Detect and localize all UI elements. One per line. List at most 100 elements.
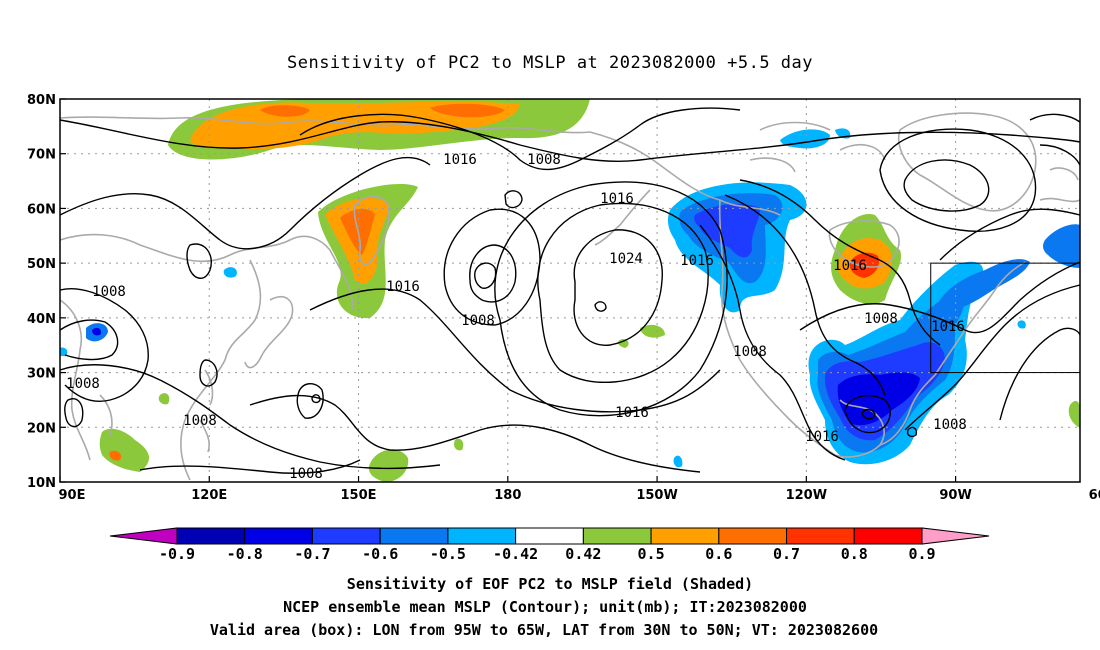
mslp-contours <box>59 107 1081 474</box>
coast-kamchatka <box>353 195 390 266</box>
lat-tick-label: 30N <box>27 367 56 382</box>
contour-atlantic-high <box>999 327 1081 421</box>
map-frame <box>59 98 1081 483</box>
coast-japan <box>244 296 294 369</box>
shade-labrador-blue <box>937 259 1030 312</box>
shade-arctic-dark-orange <box>260 103 505 118</box>
contour-label: 1016 <box>931 319 965 335</box>
contour-alaska-lobe <box>504 190 523 209</box>
contour-na-1016-east <box>799 261 1081 334</box>
colorbar-swatch <box>379 527 449 545</box>
lat-tick-label: 40N <box>27 312 56 327</box>
caption-valid-area: Valid area (box): LON from 95W to 65W, L… <box>210 621 878 639</box>
shade-india-navy <box>92 327 102 336</box>
lat-tick-label: 70N <box>27 148 56 163</box>
contour-asia-1008 <box>59 288 149 402</box>
contour-west-small-low-inner <box>311 394 321 404</box>
colorbar-label: 0.42 <box>565 545 601 563</box>
shade-westedge-blue <box>60 347 68 356</box>
contour-labels: 1016 1008 1016 1008 1016 1024 1016 1016 … <box>66 152 967 482</box>
contour-label: 1008 <box>864 311 898 327</box>
contour-high-pacific-inner <box>573 229 663 346</box>
contour-label: 1008 <box>92 284 126 300</box>
colorbar-min-arrow <box>109 527 178 545</box>
colorbar-label: -0.5 <box>430 545 466 563</box>
map-panel: 1016 1008 1016 1008 1016 1024 1016 1016 … <box>27 93 1100 503</box>
colorbar-label: -0.6 <box>362 545 398 563</box>
negative-sensitivity-shading <box>60 128 1080 468</box>
colorbar-label: -0.42 <box>493 545 538 563</box>
shade-southeast-asia-green <box>99 428 150 472</box>
lat-tick-label: 20N <box>27 421 56 436</box>
colorbar-label: 0.6 <box>705 545 732 563</box>
lon-tick-label: 120W <box>786 488 827 503</box>
contour-label: 1024 <box>609 251 643 267</box>
contour-label: 1008 <box>933 417 967 433</box>
coast-philippines <box>199 369 214 453</box>
shade-alaska-deep-blue <box>694 204 760 258</box>
contour-sea-lobe <box>199 359 218 387</box>
lon-tick-label: 150E <box>341 488 377 503</box>
contour-asia-monsoon <box>59 364 441 470</box>
coast-asia-east <box>59 233 354 481</box>
lon-tick-label: 90W <box>939 488 971 503</box>
contour-na-trough-3 <box>739 179 941 346</box>
contour-label: 1008 <box>289 466 323 482</box>
coast-india <box>59 299 113 461</box>
contour-low-bering-ring <box>474 262 497 289</box>
contour-label: 1016 <box>600 191 634 207</box>
colorbar-max-arrow <box>921 527 990 545</box>
lat-tick-label: 10N <box>27 476 56 491</box>
colorbar-swatch <box>786 527 855 545</box>
colorbar-swatch <box>515 527 584 545</box>
contour-greenland-outer <box>879 128 1037 232</box>
contour-label: 1016 <box>680 253 714 269</box>
contour-high-pacific-1016 <box>537 202 709 384</box>
latitude-axis: 80N 70N 60N 50N 40N 30N 20N 10N <box>27 93 66 491</box>
contour-high-pacific-outer <box>494 181 728 417</box>
colorbar-label: 0.5 <box>638 545 665 563</box>
figure-title: Sensitivity of PC2 to MSLP at 2023082000… <box>287 53 813 73</box>
contour-pacific-1008 <box>249 394 701 473</box>
contour-india-lobe <box>63 398 84 428</box>
coast-hudson-bay <box>828 220 900 268</box>
contour-label: 1008 <box>183 413 217 429</box>
colorbar-swatch <box>718 527 788 545</box>
colorbar-swatch <box>447 527 517 545</box>
coast-north-america-east <box>934 261 1026 376</box>
colorbar: -0.9 -0.8 -0.7 -0.6 -0.5 -0.42 0.42 0.5 0.6 0.7 0.… <box>109 527 990 563</box>
lon-tick-label: 60W <box>1089 488 1100 503</box>
contour-label: 1016 <box>805 429 839 445</box>
colorbar-swatch <box>650 527 720 545</box>
colorbar-swatch <box>311 527 381 545</box>
lat-tick-label: 60N <box>27 202 56 217</box>
lon-tick-label: 180 <box>494 488 521 503</box>
colorbar-swatch <box>582 527 652 545</box>
shade-pacific-green-a <box>617 324 665 348</box>
contour-pacific-1016 <box>309 288 721 413</box>
contour-atlantic-1016 <box>939 208 1081 261</box>
longitude-axis: 90E 120E 150E 180 150W 120W 90W 60W <box>59 476 1100 503</box>
coast-iceland-atlantic <box>1039 167 1081 203</box>
coast-arctic-islands <box>749 121 886 173</box>
colorbar-label: -0.9 <box>159 545 195 563</box>
lon-tick-label: 120E <box>191 488 227 503</box>
colorbar-label: -0.8 <box>227 545 263 563</box>
lat-tick-label: 80N <box>27 93 56 108</box>
contour-west-edge-lobe <box>59 319 119 361</box>
contour-low-bering <box>469 244 517 303</box>
contour-label: 1016 <box>833 258 867 274</box>
contour-us-low <box>844 394 891 434</box>
coast-siberia <box>59 116 591 134</box>
contour-arctic-1008 <box>299 107 741 171</box>
contour-siberia-1008 <box>59 157 431 250</box>
contour-arctic-right <box>1029 113 1081 166</box>
contour-low-bering-outer <box>443 208 541 326</box>
contour-pacific-small <box>594 301 607 312</box>
contour-southern-1008 <box>139 459 361 474</box>
contour-greenland-low <box>903 159 990 212</box>
contour-label: 1008 <box>461 313 495 329</box>
coast-gulf-mexico <box>834 374 936 458</box>
contour-label: 1008 <box>733 344 767 360</box>
